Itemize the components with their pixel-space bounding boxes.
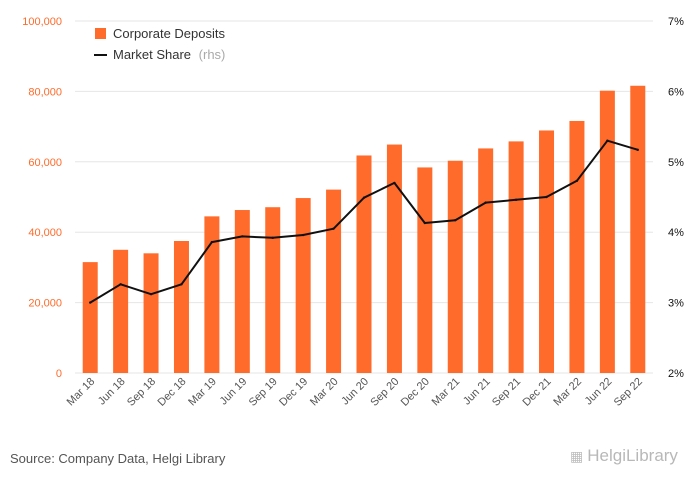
library-building-icon: ▦: [570, 448, 584, 464]
bar: [295, 198, 311, 373]
x-tick-label: Dec 20: [399, 376, 432, 409]
line-series-market-share: [89, 139, 639, 304]
x-tick-label: Jun 19: [218, 376, 250, 408]
line-point: [545, 195, 548, 199]
bar: [82, 262, 98, 373]
line-point: [606, 139, 609, 142]
line-point: [423, 221, 427, 225]
chart: 0 20,000 40,000 60,000 80,000 100,000 2% 3% 4% 5…: [22, 16, 684, 409]
x-tick-label: Mar 22: [551, 376, 584, 409]
x-tick-label: Jun 22: [583, 376, 615, 408]
legend-rhs-note: (rhs): [199, 47, 226, 62]
y-right-tick-label: 5%: [668, 157, 684, 169]
line-point: [575, 179, 579, 183]
bar: [143, 253, 159, 373]
line-point: [89, 301, 92, 304]
line-point: [241, 235, 244, 238]
legend-label-market-share: Market Share (rhs): [113, 47, 225, 62]
x-tick-label: Dec 19: [277, 376, 310, 409]
y-right-tick-label: 4%: [668, 227, 684, 239]
y-right-tick-label: 3%: [668, 298, 684, 310]
bar: [234, 210, 250, 373]
x-tick-label: Mar 21: [430, 376, 463, 409]
helgi-library-logo: ▦ HelgiLibrary: [570, 446, 678, 466]
source-note: Source: Company Data, Helgi Library: [10, 451, 226, 466]
bar: [599, 90, 615, 374]
line-point: [636, 148, 639, 152]
x-tick-label: Jun 21: [461, 376, 493, 408]
legend-label-market-share-name: Market Share: [113, 47, 191, 62]
bar-series-corporate-deposits: [82, 85, 646, 374]
line-point: [332, 227, 335, 230]
y-right-tick-label: 6%: [668, 86, 684, 98]
legend: Corporate Deposits Market Share (rhs): [94, 26, 225, 62]
bar: [447, 160, 463, 373]
logo-text: HelgiLibrary: [587, 446, 678, 465]
x-tick-label: Sep 22: [612, 376, 645, 409]
y-left-tick-label: 0: [56, 368, 62, 380]
left-axis: 0 20,000 40,000 60,000 80,000 100,000: [22, 16, 62, 380]
line-point: [271, 236, 274, 240]
bar: [508, 141, 524, 373]
line-point: [149, 292, 153, 296]
x-tick-label: Mar 20: [308, 376, 341, 409]
x-tick-label: Sep 19: [247, 376, 280, 409]
x-tick-label: Sep 20: [368, 376, 401, 409]
line-point: [119, 283, 122, 286]
bar: [569, 120, 585, 373]
line-point: [301, 233, 305, 237]
legend-label-corporate-deposits: Corporate Deposits: [113, 26, 225, 41]
x-tick-label: Jun 18: [96, 376, 128, 408]
legend-swatch-corporate-deposits: [95, 28, 106, 39]
line-point: [484, 201, 487, 204]
bar: [539, 130, 555, 373]
y-right-tick-label: 2%: [668, 368, 684, 380]
bar: [478, 148, 494, 373]
line-point: [393, 181, 396, 185]
bar: [630, 85, 646, 373]
x-tick-label: Dec 18: [155, 376, 188, 409]
bar: [204, 216, 220, 373]
x-tick-label: Mar 19: [186, 376, 219, 409]
bar: [356, 155, 372, 373]
bar: [386, 144, 402, 373]
bar: [265, 207, 281, 373]
line-point: [454, 219, 457, 222]
right-axis: 2% 3% 4% 5% 6% 7%: [668, 16, 684, 380]
x-tick-label: Jun 20: [339, 376, 371, 408]
y-left-tick-label: 100,000: [22, 16, 62, 28]
bar: [417, 167, 433, 373]
line-point: [180, 283, 183, 286]
line-point: [210, 240, 214, 244]
y-left-tick-label: 20,000: [28, 298, 62, 310]
x-tick-label: Sep 21: [490, 376, 523, 409]
x-tick-label: Dec 21: [521, 376, 554, 409]
y-left-tick-label: 80,000: [28, 86, 62, 98]
x-tick-label: Mar 18: [65, 376, 98, 409]
bar: [113, 249, 129, 373]
line-point: [514, 198, 518, 202]
bar: [173, 241, 189, 373]
y-left-tick-label: 40,000: [28, 227, 62, 239]
line-point: [362, 196, 366, 199]
y-left-tick-label: 60,000: [28, 157, 62, 169]
x-tick-label: Sep 18: [125, 376, 158, 409]
bar: [326, 189, 342, 373]
y-right-tick-label: 7%: [668, 16, 684, 28]
